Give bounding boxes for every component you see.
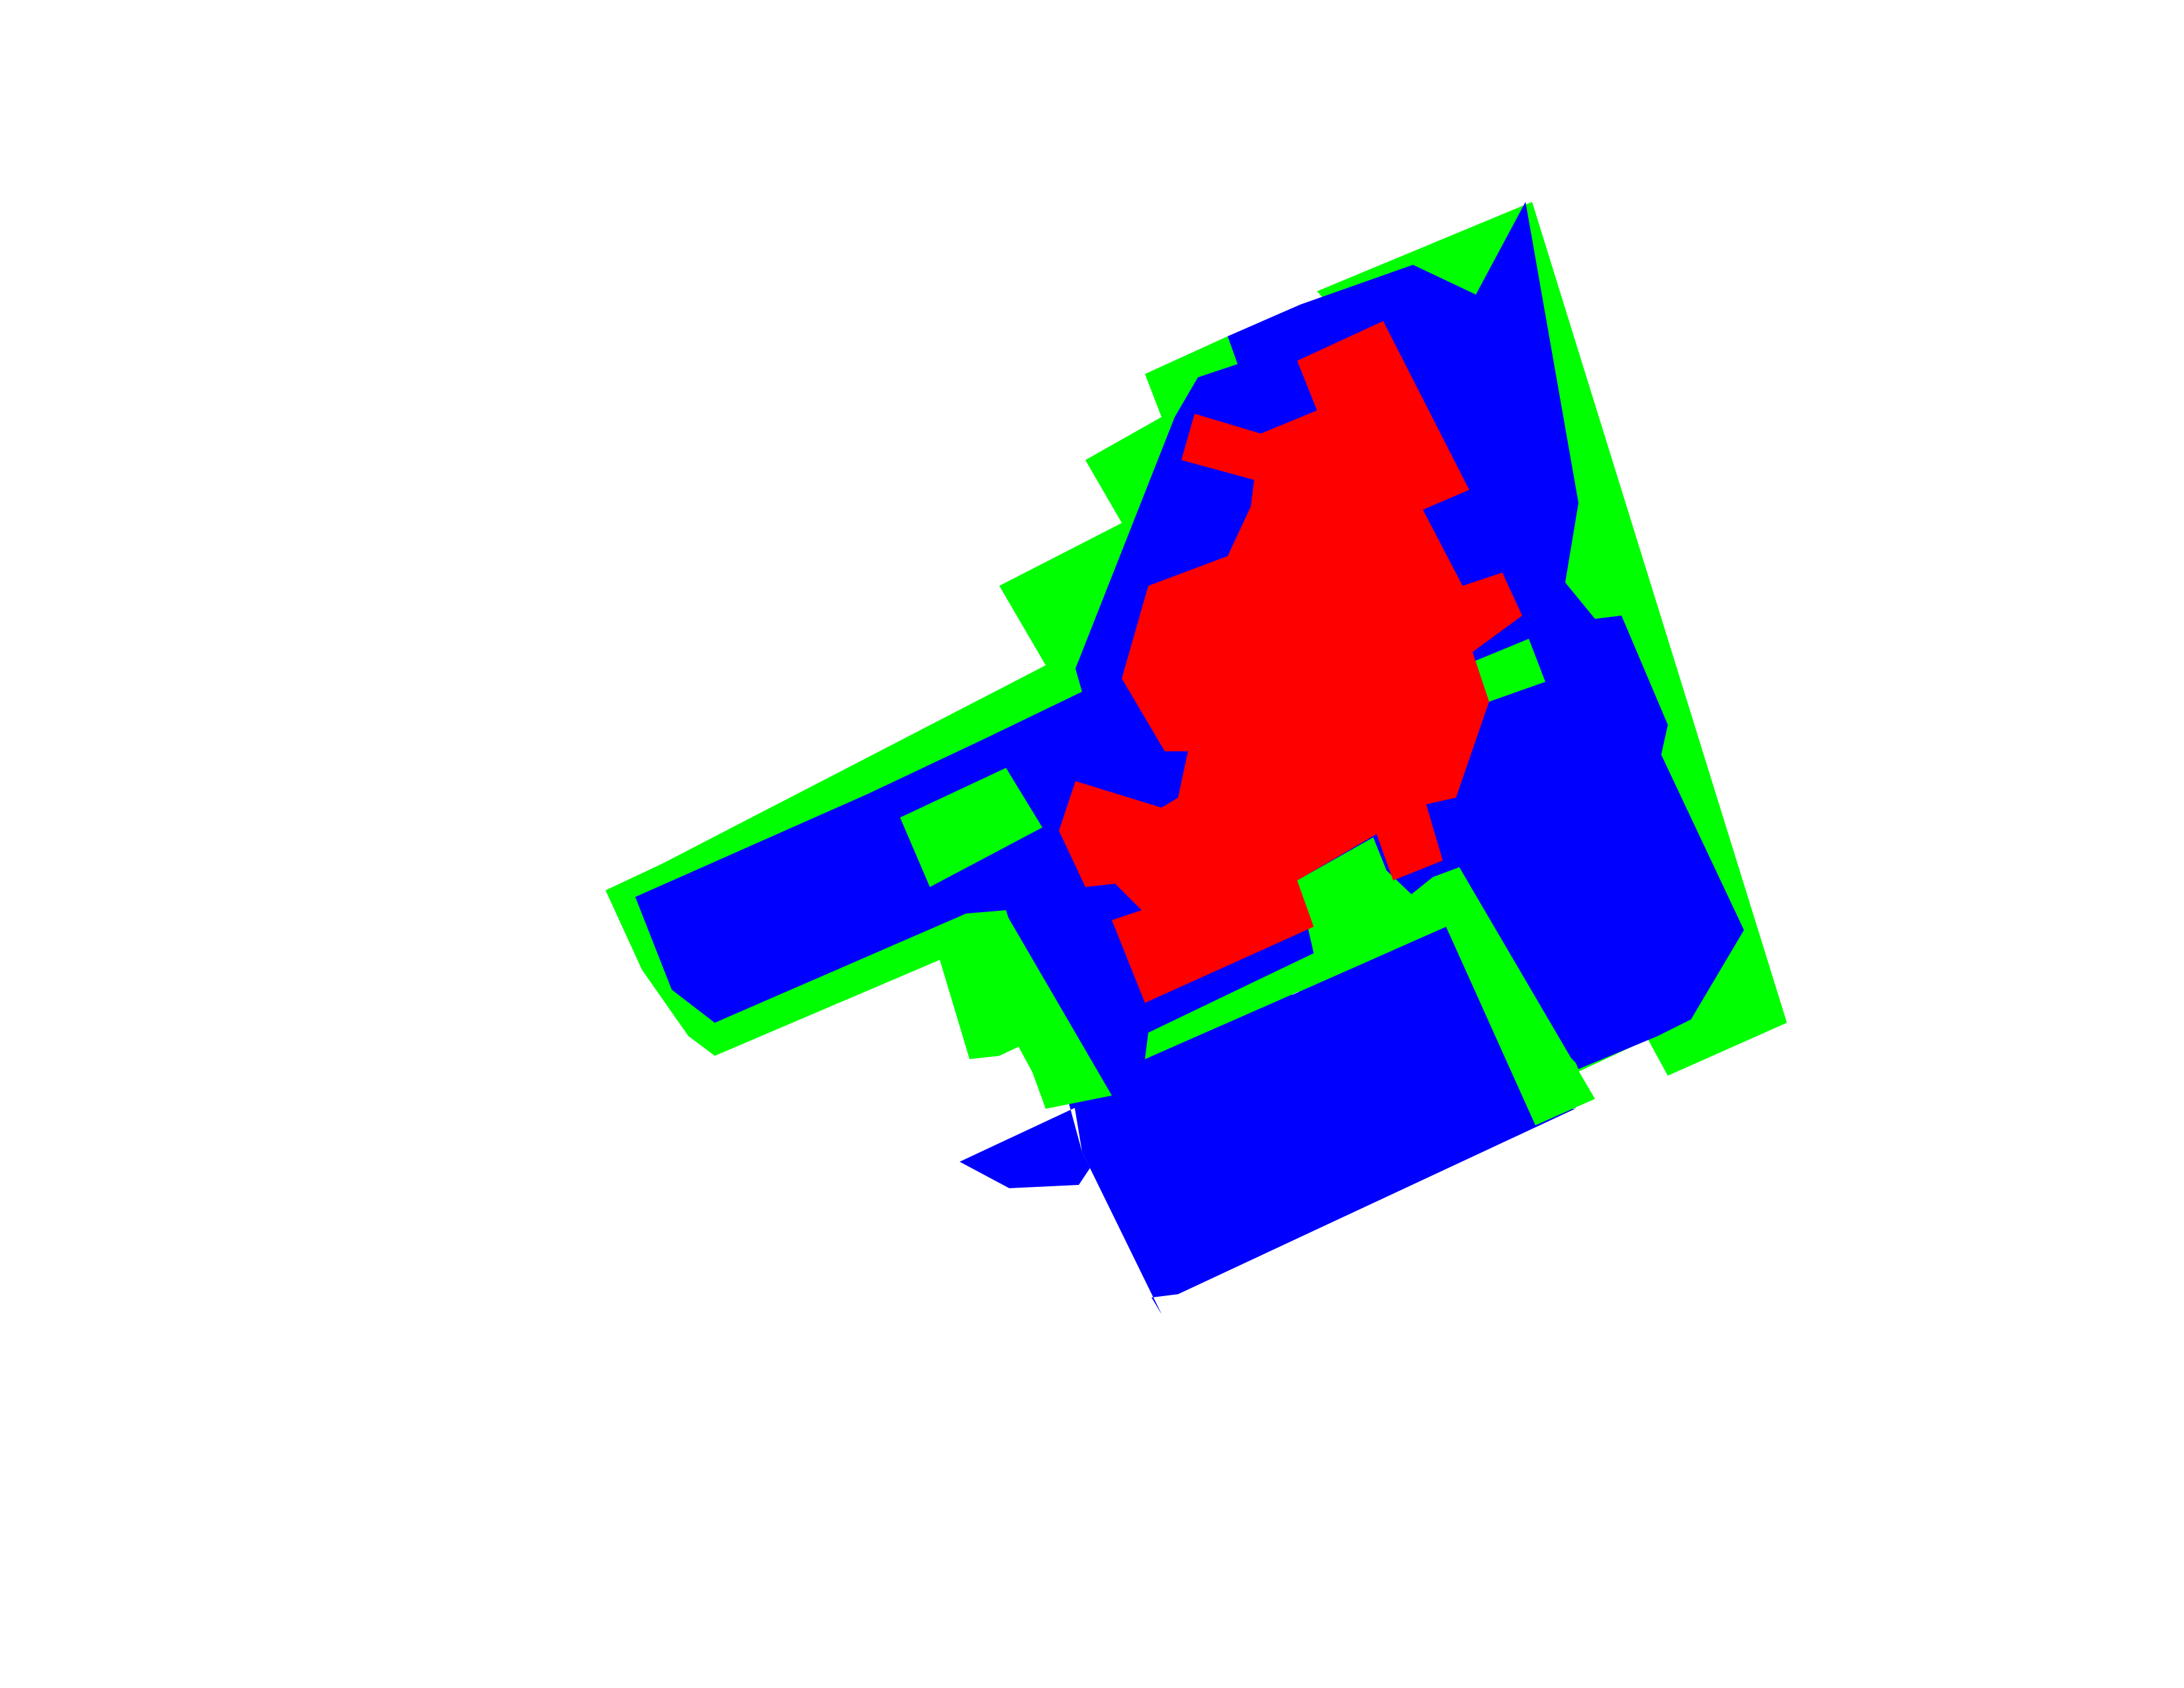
blue-left-arm [635,692,1092,1023]
blue-right-block [1357,202,1744,1069]
red-core [1059,321,1522,1003]
green-overlays [900,639,1595,1125]
green-small-rect-left [900,768,1042,887]
green-left-arm-strip [953,914,1112,1109]
green-lower-strip [1145,837,1595,1125]
red-inner-region [1059,321,1522,1003]
blue-bottom-block [1072,927,1539,1314]
green-small-rect-right [1473,639,1545,702]
